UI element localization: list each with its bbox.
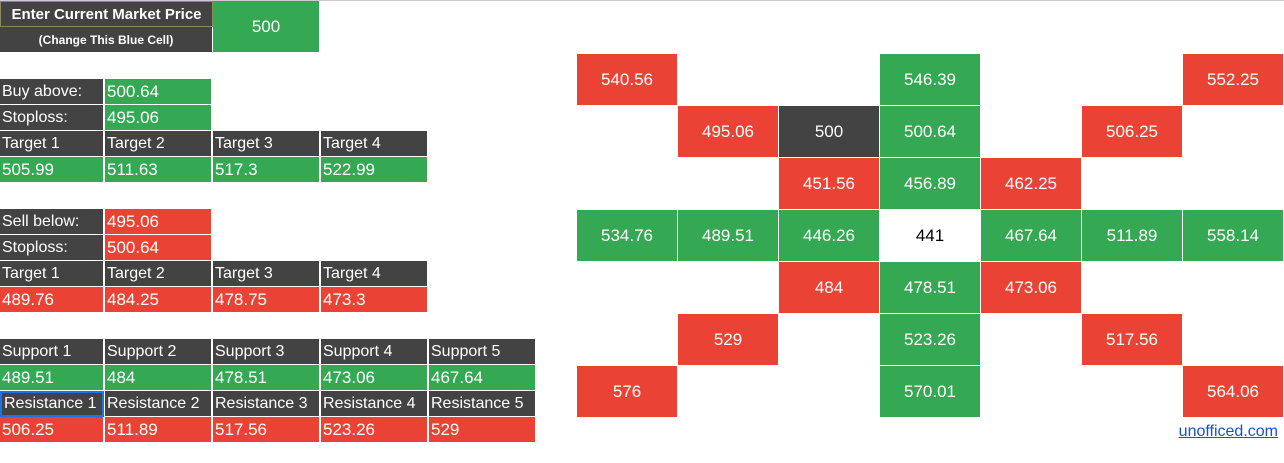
grid-cell: 552.25 xyxy=(1183,54,1284,106)
resistance-value: 506.25 xyxy=(0,417,104,443)
site-link[interactable]: unofficed.com xyxy=(1178,423,1278,440)
support-label: Support 4 xyxy=(321,339,428,365)
target-value: 522.99 xyxy=(321,157,428,183)
support-value: 478.51 xyxy=(213,365,320,391)
grid-cell: 500.64 xyxy=(880,106,981,158)
grid-cell: 478.51 xyxy=(880,262,981,314)
entry-value: 500.64 xyxy=(105,79,212,105)
grid-cell: 529 xyxy=(678,314,779,366)
grid-cell: 517.56 xyxy=(1082,314,1183,366)
support-label: Support 2 xyxy=(105,339,212,365)
target-label: Target 4 xyxy=(321,131,428,157)
grid-cell: 511.89 xyxy=(1082,210,1183,262)
resistance-value: 511.89 xyxy=(105,417,212,443)
target-value: 511.63 xyxy=(105,157,212,183)
grid-cell: 534.76 xyxy=(577,210,678,262)
support-value: 467.64 xyxy=(429,365,536,391)
target-label: Target 4 xyxy=(321,261,428,287)
support-value: 484 xyxy=(105,365,212,391)
grid-cell: 462.25 xyxy=(981,158,1082,210)
stop-label: Stoploss: xyxy=(0,235,104,261)
grid-cell: 467.64 xyxy=(981,210,1082,262)
grid-cell: 506.25 xyxy=(1082,106,1183,158)
grid-cell: 489.51 xyxy=(678,210,779,262)
resistance-label: Resistance 5 xyxy=(429,391,536,417)
target-value: 505.99 xyxy=(0,157,104,183)
entry-label: Sell below: xyxy=(0,209,104,235)
grid-cell: 484 xyxy=(779,262,880,314)
target-value: 484.25 xyxy=(105,287,212,313)
entry-label: Buy above: xyxy=(0,79,104,105)
price-input[interactable]: 500 xyxy=(213,1,320,53)
grid-cell: 540.56 xyxy=(577,54,678,106)
resistance-value: 523.26 xyxy=(321,417,428,443)
target-label: Target 3 xyxy=(213,131,320,157)
grid-cell: 446.26 xyxy=(779,210,880,262)
support-label: Support 5 xyxy=(429,339,536,365)
support-value: 489.51 xyxy=(0,365,104,391)
target-value: 517.3 xyxy=(213,157,320,183)
grid-cell: 546.39 xyxy=(880,54,981,106)
target-label: Target 2 xyxy=(105,131,212,157)
grid-cell: 473.06 xyxy=(981,262,1082,314)
target-label: Target 2 xyxy=(105,261,212,287)
grid-cell: 570.01 xyxy=(880,366,981,418)
resistance-label: Resistance 3 xyxy=(213,391,320,417)
resistance-label: Resistance 1 xyxy=(0,391,104,417)
grid-cell: 456.89 xyxy=(880,158,981,210)
grid-cell: 576 xyxy=(577,366,678,418)
target-label: Target 1 xyxy=(0,131,104,157)
grid-cell: 451.56 xyxy=(779,158,880,210)
resistance-value: 529 xyxy=(429,417,536,443)
header-title: Enter Current Market Price xyxy=(0,1,213,27)
grid-cell: 495.06 xyxy=(678,106,779,158)
resistance-label: Resistance 2 xyxy=(105,391,212,417)
resistance-value: 517.56 xyxy=(213,417,320,443)
support-label: Support 1 xyxy=(0,339,104,365)
support-value: 473.06 xyxy=(321,365,428,391)
stop-label: Stoploss: xyxy=(0,105,104,131)
support-label: Support 3 xyxy=(213,339,320,365)
grid-cell: 564.06 xyxy=(1183,366,1284,418)
grid-cell: 441 xyxy=(880,210,981,262)
entry-value: 495.06 xyxy=(105,209,212,235)
grid-cell: 500 xyxy=(779,106,880,158)
target-label: Target 3 xyxy=(213,261,320,287)
grid-cell: 558.14 xyxy=(1183,210,1284,262)
target-value: 473.3 xyxy=(321,287,428,313)
header-subtitle: (Change This Blue Cell) xyxy=(0,27,213,53)
target-value: 489.76 xyxy=(0,287,104,313)
target-value: 478.75 xyxy=(213,287,320,313)
stop-value: 495.06 xyxy=(105,105,212,131)
grid-cell: 523.26 xyxy=(880,314,981,366)
resistance-label: Resistance 4 xyxy=(321,391,428,417)
stop-value: 500.64 xyxy=(105,235,212,261)
target-label: Target 1 xyxy=(0,261,104,287)
